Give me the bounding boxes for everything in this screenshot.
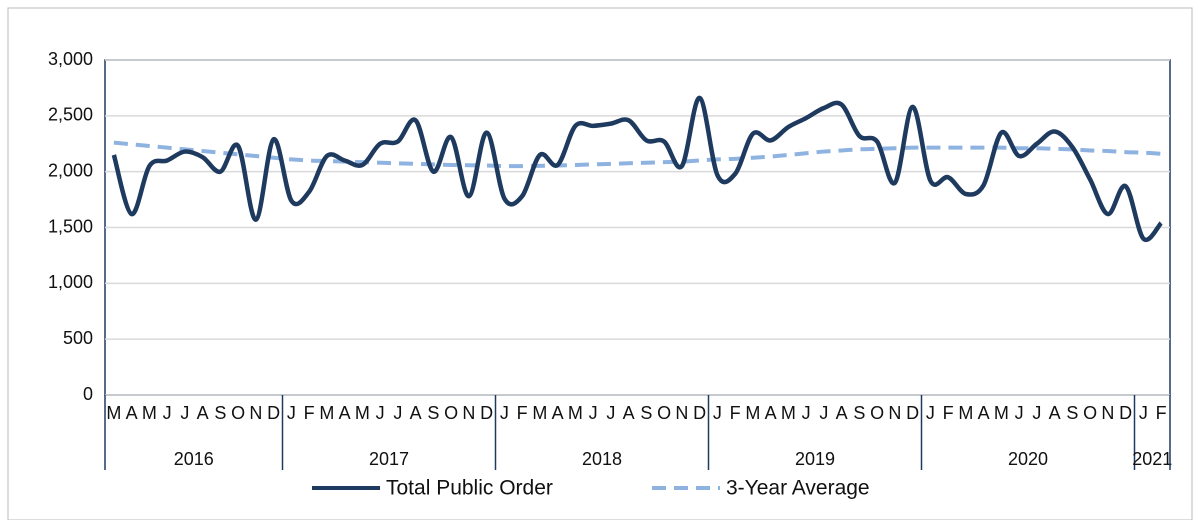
x-tick-label: O — [870, 403, 884, 423]
x-tick-label: F — [304, 403, 315, 423]
y-tick-label: 2,000 — [48, 160, 93, 180]
x-tick-label: J — [1139, 403, 1148, 423]
x-tick-label: S — [640, 403, 652, 423]
series-line — [111, 95, 1163, 243]
x-tick-label: A — [623, 403, 635, 423]
x-tick-label: J — [180, 403, 189, 423]
y-tick-label: 3,000 — [48, 49, 93, 69]
x-tick-label: J — [376, 403, 385, 423]
x-tick-label: J — [606, 403, 615, 423]
x-tick-label: J — [1015, 403, 1024, 423]
x-tick-label: M — [568, 403, 583, 423]
x-tick-label: J — [163, 403, 172, 423]
group-label: 2020 — [1008, 449, 1048, 469]
y-tick-label: 2,500 — [48, 105, 93, 125]
x-tick-label: D — [480, 403, 493, 423]
x-tick-label: M — [355, 403, 370, 423]
x-tick-label: N — [675, 403, 688, 423]
x-tick-label: F — [517, 403, 528, 423]
x-tick-label: M — [994, 403, 1009, 423]
x-tick-label: S — [1066, 403, 1078, 423]
x-tick-label: M — [745, 403, 760, 423]
x-tick-label: D — [267, 403, 280, 423]
x-tick-label: M — [142, 403, 157, 423]
y-tick-label: 1,000 — [48, 272, 93, 292]
x-tick-label: O — [657, 403, 671, 423]
x-tick-label: J — [819, 403, 828, 423]
y-tick-label: 0 — [83, 384, 93, 404]
x-tick-label: F — [1156, 403, 1167, 423]
x-tick-label: N — [888, 403, 901, 423]
x-tick-label: N — [462, 403, 475, 423]
x-tick-label: M — [319, 403, 334, 423]
y-tick-label: 500 — [63, 328, 93, 348]
x-tick-label: D — [693, 403, 706, 423]
x-tick-label: A — [552, 403, 564, 423]
x-tick-label: N — [1101, 403, 1114, 423]
x-tick-label: D — [906, 403, 919, 423]
x-tick-label: A — [126, 403, 138, 423]
x-tick-label: A — [410, 403, 422, 423]
y-tick-label: 1,500 — [48, 216, 93, 236]
x-tick-label: A — [339, 403, 351, 423]
group-label: 2019 — [795, 449, 835, 469]
x-tick-label: D — [1119, 403, 1132, 423]
x-tick-label: A — [765, 403, 777, 423]
x-tick-label: O — [444, 403, 458, 423]
x-tick-label: N — [249, 403, 262, 423]
x-tick-label: A — [978, 403, 990, 423]
x-tick-label: A — [836, 403, 848, 423]
x-tick-label: M — [532, 403, 547, 423]
legend-label: 3-Year Average — [726, 477, 870, 500]
group-label: 2018 — [582, 449, 622, 469]
group-label: 2016 — [174, 449, 214, 469]
x-tick-label: M — [781, 403, 796, 423]
x-tick-label: A — [1049, 403, 1061, 423]
x-tick-label: J — [500, 403, 509, 423]
x-tick-label: J — [802, 403, 811, 423]
x-tick-label: M — [958, 403, 973, 423]
x-tick-label: F — [730, 403, 741, 423]
x-tick-label: J — [589, 403, 598, 423]
group-label: 2017 — [369, 449, 409, 469]
x-tick-label: F — [943, 403, 954, 423]
x-tick-label: O — [231, 403, 245, 423]
x-tick-label: A — [197, 403, 209, 423]
x-tick-label: J — [1032, 403, 1041, 423]
group-label: 2021 — [1132, 449, 1172, 469]
x-tick-label: J — [713, 403, 722, 423]
frame — [7, 7, 1193, 521]
x-tick-label: J — [926, 403, 935, 423]
x-tick-label: S — [214, 403, 226, 423]
series-line — [113, 140, 1162, 169]
x-tick-label: J — [393, 403, 402, 423]
x-tick-label: J — [287, 403, 296, 423]
legend-label: Total Public Order — [386, 477, 553, 500]
x-tick-label: S — [853, 403, 865, 423]
x-tick-label: S — [427, 403, 439, 423]
x-tick-label: O — [1083, 403, 1097, 423]
x-tick-label: M — [106, 403, 121, 423]
